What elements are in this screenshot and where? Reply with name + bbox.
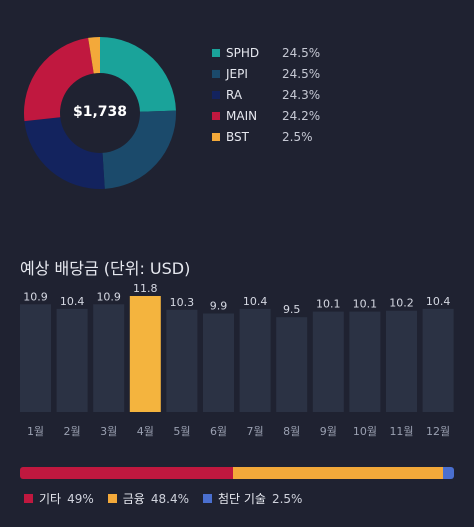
month-label: 9월: [320, 425, 337, 438]
donut-slice-main: [24, 37, 94, 122]
sector-swatch: [202, 494, 212, 503]
sector-name: 첨단 기술: [217, 492, 266, 506]
bar-4[interactable]: [129, 296, 161, 412]
sector-percent: 49%: [67, 491, 94, 506]
legend-percent: 2.5%: [282, 129, 313, 144]
legend-swatch: [212, 90, 220, 99]
bar-5[interactable]: [166, 309, 198, 412]
sector-swatch: [107, 494, 117, 503]
bar-8[interactable]: [276, 317, 308, 412]
monthly-dividend-bar-chart: 10.9 1월 10.4 2월 10.9 3월 11.8 4월 10.3 5월 9.9 6월 10.4 7…: [20, 282, 454, 438]
sector-legend-item: 금융 48.4%: [107, 490, 189, 507]
bar-11[interactable]: [386, 310, 417, 412]
bar-9[interactable]: [312, 311, 344, 412]
sector-legend-item: 첨단 기술 2.5%: [202, 490, 303, 507]
sector-name: 기타: [39, 492, 62, 506]
bar-value-label: 10.1: [316, 298, 341, 311]
bar-12[interactable]: [422, 308, 454, 412]
month-label: 4월: [137, 425, 154, 438]
bar-7[interactable]: [239, 308, 271, 412]
legend-item-jepi: JEPI 24.5%: [212, 63, 462, 84]
sector-legend: 기타 49% 금융 48.4% 첨단 기술 2.5%: [24, 490, 316, 507]
legend-swatch: [212, 132, 220, 141]
legend-ticker: MAIN: [226, 108, 258, 123]
sector-swatch: [24, 494, 33, 503]
holdings-donut-chart: [24, 37, 176, 189]
sector-segment-2: [442, 467, 454, 479]
month-label: 7월: [247, 425, 264, 438]
legend-ticker: JEPI: [226, 66, 248, 81]
month-label: 12월: [426, 425, 450, 438]
legend-item-main: MAIN 24.2%: [212, 105, 462, 126]
month-label: 8월: [283, 425, 300, 438]
legend-item-bst: BST 2.5%: [212, 126, 462, 147]
bar-6[interactable]: [203, 313, 234, 412]
bar-value-label: 11.8: [133, 282, 158, 295]
bar-1[interactable]: [20, 304, 51, 412]
month-label: 1월: [27, 425, 44, 438]
bar-value-label: 9.5: [283, 303, 301, 316]
sector-segment-1: [232, 467, 443, 479]
donut-slice-bst: [88, 37, 100, 74]
bar-3[interactable]: [93, 304, 125, 412]
bar-value-label: 10.3: [170, 296, 195, 309]
bar-value-label: 9.9: [210, 299, 228, 312]
bar-value-label: 10.4: [60, 295, 85, 308]
bar-value-label: 10.2: [389, 297, 414, 310]
bar-value-label: 10.9: [23, 290, 48, 303]
month-label: 6월: [210, 425, 227, 438]
bar-value-label: 10.1: [353, 298, 378, 311]
sector-stacked-bar: [20, 467, 454, 479]
donut-slice-sphd: [100, 37, 176, 112]
bar-value-label: 10.9: [96, 290, 121, 303]
bar-10[interactable]: [349, 311, 381, 412]
legend-percent: 24.5%: [282, 45, 321, 60]
legend-swatch: [212, 111, 220, 120]
legend-item-ra: RA 24.3%: [212, 84, 462, 105]
legend-percent: 24.3%: [282, 87, 321, 102]
legend-percent: 24.2%: [282, 108, 321, 123]
month-label: 10월: [353, 425, 377, 438]
sector-name: 금융: [122, 492, 145, 506]
legend-percent: 24.5%: [282, 66, 321, 81]
donut-slice-ra: [24, 117, 105, 189]
holdings-legend: SPHD 24.5% JEPI 24.5% RA 24.3% MAIN 24.2% BST 2.5…: [212, 42, 462, 147]
legend-ticker: SPHD: [226, 45, 260, 60]
legend-ticker: BST: [226, 129, 249, 144]
sector-percent: 48.4%: [150, 491, 189, 506]
donut-slice-jepi: [102, 110, 176, 189]
legend-ticker: RA: [226, 87, 243, 102]
legend-item-sphd: SPHD 24.5%: [212, 42, 462, 63]
sector-segment-0: [20, 467, 233, 479]
month-label: 3월: [100, 425, 117, 438]
bar-value-label: 10.4: [243, 295, 268, 308]
month-label: 5월: [173, 425, 190, 438]
sector-percent: 2.5%: [271, 491, 303, 506]
bar-2[interactable]: [56, 308, 88, 412]
bar-value-label: 10.4: [426, 295, 451, 308]
month-label: 11월: [389, 425, 413, 438]
dividends-title: 예상 배당금 (단위: USD): [20, 259, 191, 278]
sector-legend-item: 기타 49%: [24, 490, 94, 507]
legend-swatch: [212, 48, 220, 57]
month-label: 2월: [64, 425, 81, 438]
portfolio-total: $1,738: [72, 104, 128, 120]
legend-swatch: [212, 69, 220, 78]
